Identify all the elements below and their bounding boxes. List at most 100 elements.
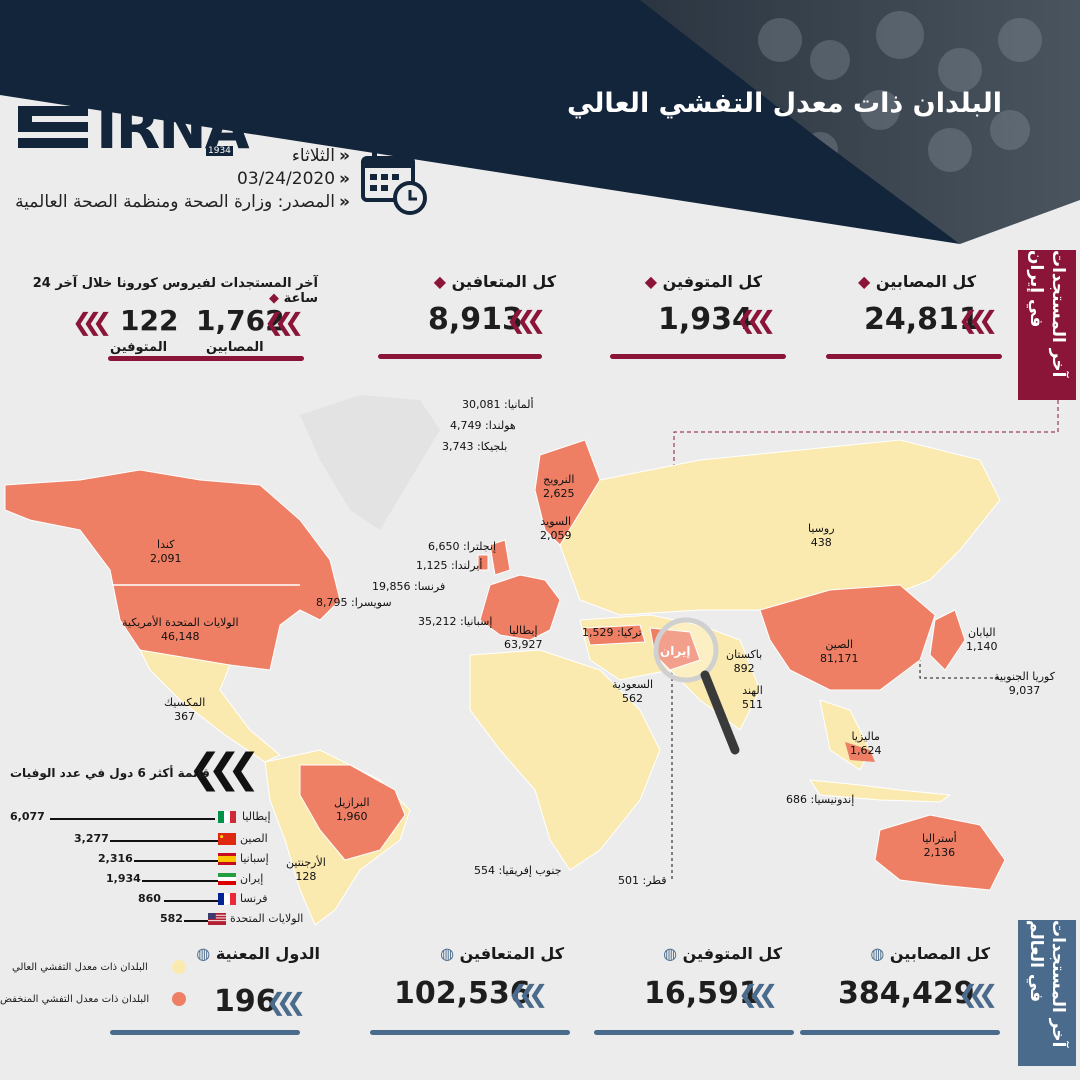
world-countries-label: الدول المعنية ◍ (196, 944, 320, 963)
chevron-icon: ❮❮❮ (264, 308, 304, 336)
world-map (4, 395, 1006, 926)
iran-flag-icon (218, 873, 236, 885)
deaths-row: 3,277 الصين (74, 832, 268, 845)
map-north-america (4, 469, 341, 671)
label-germany: ألمانيا: 30,081 (462, 398, 534, 411)
label-usa: الولايات المتحدة الأمريكية 46,148 (122, 616, 239, 643)
chevron-icon: ❮❮❮ (266, 988, 306, 1016)
iran-cases-label: كل المصابين ◆ (858, 272, 976, 291)
meta-day: «الثلاثاء (291, 146, 350, 166)
legend-high-swatch (172, 960, 186, 974)
label-japan: اليابان 1,140 (966, 626, 998, 653)
map-uk-ireland (477, 539, 511, 576)
chevron-icon: ❮❮❮ (738, 980, 778, 1008)
iran-last24-bar (108, 356, 304, 361)
iran-deaths-label: كل المتوفين ◆ (644, 272, 762, 291)
map-mexico (139, 649, 281, 763)
iran-map-label: إيران (660, 644, 691, 658)
italy-flag-icon (218, 811, 236, 823)
globe-icon: ◍ (870, 944, 885, 963)
chevron-icon: ❮❮❮ (736, 306, 776, 334)
iran-deaths-bar (610, 354, 786, 359)
iran-map-icon: ◆ (644, 272, 658, 291)
label-indonesia: إندونيسيا: 686 (786, 793, 855, 806)
label-qatar: قطر: 501 (618, 874, 667, 887)
globe-icon: ◍ (663, 944, 678, 963)
world-deaths-value: 16,591 (644, 976, 760, 1011)
label-saudi: السعودية 562 (612, 678, 654, 705)
map-japan (929, 609, 966, 671)
map-greenland (300, 395, 440, 530)
meta-source: «المصدر: وزارة الصحة ومنظمة الصحة العالم… (15, 192, 350, 212)
label-italy: إيطاليا 63,927 (504, 624, 543, 651)
label-spain: إسبانيا: 35,212 (418, 615, 493, 628)
spain-flag-icon (218, 853, 236, 865)
iran-map-icon: ◆ (858, 272, 871, 291)
label-india: الهند 511 (742, 684, 763, 711)
chevron-icon: ❮❮❮ (72, 308, 112, 336)
label-ireland: أيرلندا: 1,125 (416, 559, 483, 572)
chevron-icon: ❮❮❮ (958, 980, 998, 1008)
deaths-row: 582 الولايات المتحدة (160, 912, 304, 925)
legend-high-label: البلدان ذات معدل التفشي العالي (12, 962, 148, 973)
legend-low-swatch (172, 992, 186, 1006)
usa-flag-icon (208, 913, 226, 925)
label-mexico: المكسيك 367 (164, 696, 206, 723)
iran-map-icon: ◆ (433, 272, 447, 291)
world-cases-bar (800, 1030, 1000, 1035)
world-recovered-label: كل المتعافين ◍ (440, 944, 564, 963)
label-south-africa: جنوب إفريقيا: 554 (474, 864, 562, 877)
world-deaths-label: كل المتوفين ◍ (663, 944, 782, 963)
label-canada: كندا 2,091 (150, 538, 182, 565)
label-china: الصين 81,171 (820, 638, 859, 665)
label-pakistan: باكستان 892 (726, 648, 763, 675)
legend-low-label: البلدان ذات معدل التفشي المنخفض (0, 994, 150, 1005)
chevron-icon: ❮❮❮ (958, 306, 998, 334)
iran-cases-value: 24,811 (864, 302, 980, 337)
map-brazil (299, 764, 406, 861)
page-title: البلدان ذات معدل التفشي العالي (566, 88, 1002, 119)
world-tab: آخر المستجدات في العالم (1018, 920, 1076, 1066)
iran-last24-cases-label: المصابين (206, 340, 264, 355)
deaths-row: 2,316 إسبانيا (98, 852, 269, 865)
chevron-icon: « (339, 146, 350, 166)
iran-map-icon: ◆ (269, 291, 280, 306)
globe-icon: ◍ (440, 944, 455, 963)
world-deaths-bar (594, 1030, 794, 1035)
label-australia: أستراليا 2,136 (922, 832, 957, 859)
irna-logo-mark (18, 106, 88, 148)
logo-year: 1934 (206, 146, 233, 156)
china-flag-icon (218, 833, 236, 845)
calendar-clock-icon (361, 152, 427, 215)
chevron-icon: « (339, 192, 350, 212)
iran-tab: آخر المستجدات في إيران (1018, 250, 1076, 400)
world-recovered-bar (370, 1030, 570, 1035)
france-flag-icon (218, 893, 236, 905)
world-cases-value: 384,429 (838, 976, 975, 1011)
chevron-icon: ❮❮❮ (506, 306, 546, 334)
deaths-row: 6,077 إيطاليا (10, 810, 271, 823)
label-switzerland: سويسرا: 8,795 (316, 596, 392, 609)
label-netherlands: هولندا: 4,749 (450, 419, 516, 432)
iran-recovered-bar (378, 354, 542, 359)
label-south-korea: كوريا الجنوبية 9,037 (994, 670, 1055, 697)
iran-recovered-label: كل المتعافين ◆ (433, 272, 556, 291)
iran-deaths-value: 1,934 (658, 302, 753, 337)
iran-last24-cases: 1,762 (196, 304, 285, 337)
meta-date: «03/24/2020 (237, 169, 350, 189)
deaths-list-title: قائمة أكثر 6 دول في عدد الوفيات (10, 766, 210, 780)
iran-recovered-value: 8,913 (428, 302, 523, 337)
label-turkey: تركيا: 1,529 (582, 626, 642, 639)
globe-icon: ◍ (196, 944, 211, 963)
iran-last24-label: آخر المستجدات لفيروس كورونا خلال آخر 24 … (32, 276, 318, 306)
map-indonesia (808, 779, 952, 803)
map-china (759, 584, 936, 691)
world-cases-label: كل المصابين ◍ (870, 944, 990, 963)
label-brazil: البرازيل 1,960 (334, 796, 370, 823)
world-recovered-value: 102,536 (394, 976, 531, 1011)
label-sweden: السويد 2,059 (540, 515, 572, 542)
label-norway: النرويج 2,625 (543, 473, 575, 500)
header-dark-panel (0, 0, 960, 244)
header-band (0, 0, 1080, 244)
deaths-row: 1,934 إيران (106, 872, 264, 885)
